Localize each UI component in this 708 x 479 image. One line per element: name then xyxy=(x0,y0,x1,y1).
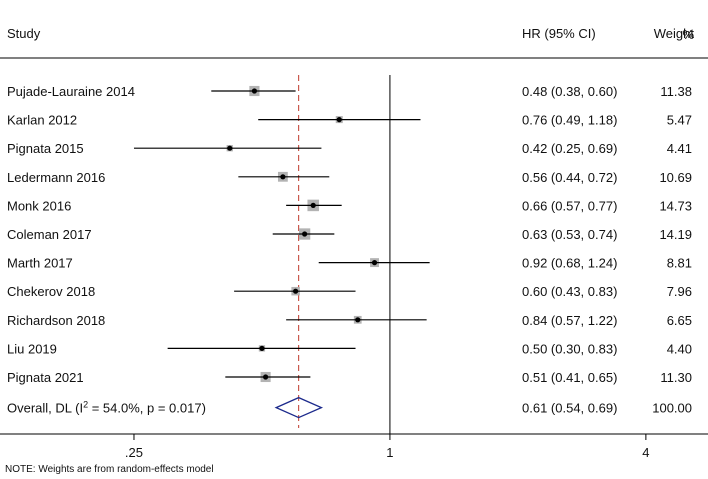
study-weight: 4.40 xyxy=(667,341,692,356)
study-rows: Pujade-Lauraine 2014 0.48 (0.38, 0.60) 11.… xyxy=(7,84,692,385)
study-row: Richardson 2018 0.84 (0.57, 1.22) 6.65 xyxy=(7,313,692,328)
study-name: Ledermann 2016 xyxy=(7,170,105,185)
study-name: Monk 2016 xyxy=(7,198,71,213)
study-hr-ci: 0.76 (0.49, 1.18) xyxy=(522,113,617,128)
study-row: Pignata 2021 0.51 (0.41, 0.65) 11.30 xyxy=(7,370,692,385)
study-point-estimate xyxy=(355,317,361,323)
study-hr-ci: 0.42 (0.25, 0.69) xyxy=(522,141,617,156)
x-tick-label: 1 xyxy=(386,445,393,460)
study-weight: 11.30 xyxy=(660,370,692,385)
study-hr-ci: 0.84 (0.57, 1.22) xyxy=(522,313,617,328)
overall-label-sup: 2 xyxy=(83,400,88,410)
footnote: NOTE: Weights are from random-effects mo… xyxy=(5,464,214,475)
study-point-estimate xyxy=(371,260,378,266)
study-point-estimate xyxy=(310,202,316,208)
study-weight: 14.73 xyxy=(659,198,692,213)
study-row: Pignata 2015 0.42 (0.25, 0.69) 4.41 xyxy=(7,141,692,156)
study-weight: 14.19 xyxy=(659,227,692,242)
study-name: Richardson 2018 xyxy=(7,313,105,328)
study-point-estimate xyxy=(259,345,265,351)
study-weight: 10.69 xyxy=(659,170,692,185)
study-name: Pignata 2015 xyxy=(7,141,84,156)
study-hr-ci: 0.66 (0.57, 0.77) xyxy=(522,198,617,213)
overall-hr-ci: 0.61 (0.54, 0.69) xyxy=(522,401,617,416)
study-point-estimate xyxy=(336,117,342,123)
study-row: Chekerov 2018 0.60 (0.43, 0.83) 7.96 xyxy=(7,284,692,299)
study-name: Marth 2017 xyxy=(7,256,73,271)
x-tick-label: .25 xyxy=(125,445,143,460)
overall-weight: 100.00 xyxy=(652,401,692,416)
study-point-estimate xyxy=(227,145,233,151)
overall-label-prefix: Overall, DL (I xyxy=(7,401,83,416)
study-weight: 7.96 xyxy=(667,284,692,299)
study-row: Coleman 2017 0.63 (0.53, 0.74) 14.19 xyxy=(7,227,692,242)
study-name: Coleman 2017 xyxy=(7,227,92,242)
study-hr-ci: 0.50 (0.30, 0.83) xyxy=(522,341,617,356)
study-hr-ci: 0.60 (0.43, 0.83) xyxy=(522,284,617,299)
study-name: Pignata 2021 xyxy=(7,370,84,385)
study-weight: 6.65 xyxy=(667,313,692,328)
header-hr: HR (95% CI) xyxy=(522,26,596,41)
study-hr-ci: 0.63 (0.53, 0.74) xyxy=(522,227,617,242)
study-row: Ledermann 2016 0.56 (0.44, 0.72) 10.69 xyxy=(7,170,692,185)
study-point-estimate xyxy=(280,174,286,180)
overall-label-suffix: = 54.0%, p = 0.017) xyxy=(88,401,206,416)
study-point-estimate xyxy=(251,88,258,94)
study-row: Karlan 2012 0.76 (0.49, 1.18) 5.47 xyxy=(7,113,692,128)
study-hr-ci: 0.92 (0.68, 1.24) xyxy=(522,256,617,271)
x-tick-label: 4 xyxy=(642,445,649,460)
study-point-estimate xyxy=(293,288,299,294)
study-name: Karlan 2012 xyxy=(7,113,77,128)
study-hr-ci: 0.56 (0.44, 0.72) xyxy=(522,170,617,185)
study-weight: 11.38 xyxy=(660,84,692,99)
study-name: Liu 2019 xyxy=(7,341,57,356)
study-point-estimate xyxy=(302,231,308,237)
study-weight: 8.81 xyxy=(667,256,692,271)
study-point-estimate xyxy=(263,374,269,380)
study-weight: 5.47 xyxy=(667,113,692,128)
header-weight-pct: % xyxy=(682,27,694,42)
study-row: Liu 2019 0.50 (0.30, 0.83) 4.40 xyxy=(7,341,692,356)
study-name: Chekerov 2018 xyxy=(7,284,95,299)
study-weight: 4.41 xyxy=(667,141,692,156)
study-name: Pujade-Lauraine 2014 xyxy=(7,84,135,99)
study-hr-ci: 0.51 (0.41, 0.65) xyxy=(522,370,617,385)
x-axis-ticks: .25 1 4 xyxy=(125,434,649,460)
overall-diamond xyxy=(274,396,324,419)
study-hr-ci: 0.48 (0.38, 0.60) xyxy=(522,84,617,99)
header-weight: Weight xyxy=(654,26,695,41)
header-study: Study xyxy=(7,26,41,41)
study-row: Pujade-Lauraine 2014 0.48 (0.38, 0.60) 11.… xyxy=(7,84,692,99)
overall-label: Overall, DL (I2 = 54.0%, p = 0.017) xyxy=(7,400,206,416)
study-row: Monk 2016 0.66 (0.57, 0.77) 14.73 xyxy=(7,198,692,213)
overall-row: Overall, DL (I2 = 54.0%, p = 0.017) 0.61 … xyxy=(7,396,692,419)
study-row: Marth 2017 0.92 (0.68, 1.24) 8.81 xyxy=(7,256,692,271)
